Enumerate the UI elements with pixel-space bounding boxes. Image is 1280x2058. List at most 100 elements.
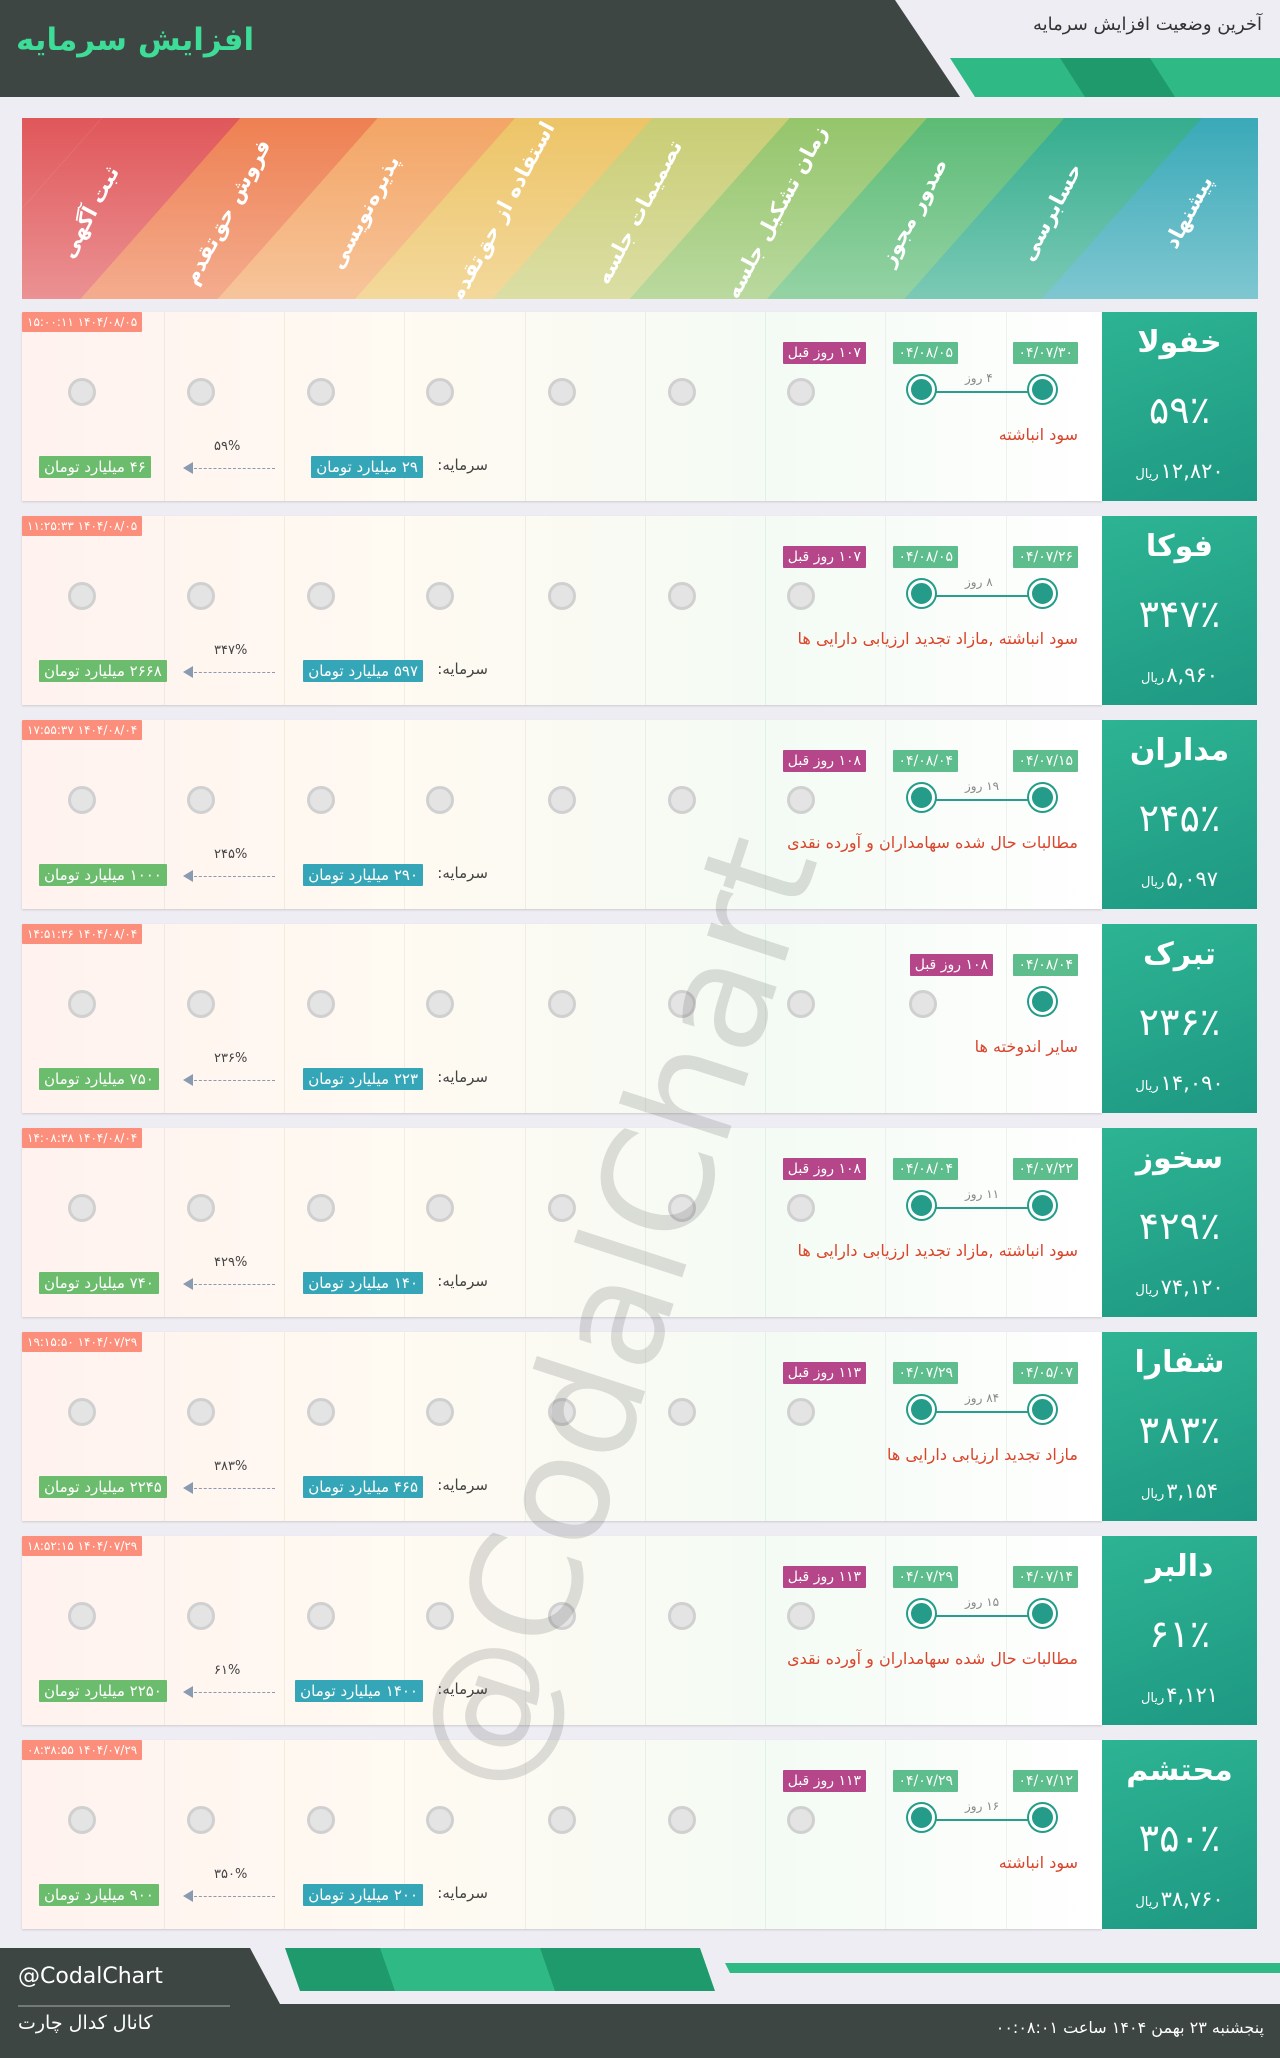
price-unit: ریال	[1135, 467, 1159, 482]
price-row: ۸,۹۶۰ ریال	[1102, 663, 1257, 687]
audit-date: ۰۴/۰۸/۰۵	[893, 546, 958, 568]
stage-dot	[426, 1398, 454, 1426]
stage-column-line	[765, 1332, 766, 1521]
gap-days: ۴ روز	[965, 371, 993, 385]
row: محتشم ۳۵۰٪ ۳۸,۷۶۰ ریال ۱۴۰۴/۰۷/۲۹ ۰۸:۳۸:۵۵ ۰۴…	[22, 1740, 1257, 1929]
stage-column-line	[885, 1740, 886, 1929]
stage-dot	[787, 786, 815, 814]
gap-days: ۱۵ روز	[965, 1595, 1000, 1609]
source: سود انباشته	[998, 1853, 1078, 1872]
capital-arrowhead	[183, 870, 193, 882]
stage-dot	[68, 990, 96, 1018]
price: ۵,۰۹۷	[1166, 867, 1219, 891]
stage-dot-done	[1029, 580, 1056, 607]
stage-dot	[909, 990, 937, 1018]
capital-arrow	[194, 1488, 275, 1489]
stage-column-line	[765, 1128, 766, 1317]
symbol: خفولا	[1137, 325, 1222, 360]
stage-dot	[187, 1194, 215, 1222]
proposal-date: ۰۴/۰۷/۱۵	[1013, 750, 1078, 772]
stage-dot	[426, 990, 454, 1018]
stage-dot	[548, 378, 576, 406]
stage-column-line	[765, 924, 766, 1113]
stage-column-line	[645, 924, 646, 1113]
stage-dot-done	[1029, 1600, 1056, 1627]
stage-column-line	[765, 1536, 766, 1725]
stage-dot	[426, 1194, 454, 1222]
stage-column-line	[765, 720, 766, 909]
stage-dot	[668, 1806, 696, 1834]
symbol: فوکا	[1145, 529, 1214, 564]
audit-date: ۰۴/۰۷/۲۹	[893, 1770, 958, 1792]
price-row: ۴,۱۲۱ ریال	[1102, 1683, 1257, 1707]
stage-column-line	[164, 1740, 165, 1929]
stage-column-line	[525, 516, 526, 705]
proposal-date: ۰۴/۰۵/۰۷	[1013, 1362, 1078, 1384]
increase-percent: ۳۸۳٪	[1138, 1408, 1221, 1452]
stage-dot	[187, 1398, 215, 1426]
stage-column-line	[645, 1536, 646, 1725]
price: ۴,۱۲۱	[1166, 1683, 1219, 1707]
stage-dot	[68, 1194, 96, 1222]
timestamp: ۱۴۰۴/۰۷/۲۹ ۱۸:۵۲:۱۵	[22, 1536, 143, 1556]
source: سود انباشته ,مازاد تجدید ارزیابی دارایی …	[797, 629, 1078, 648]
stage-column-line	[1006, 312, 1007, 501]
stage-dot	[668, 1398, 696, 1426]
stage-dot	[187, 1602, 215, 1630]
capital-arrow	[194, 876, 275, 877]
gap-days: ۱۶ روز	[965, 1799, 1000, 1813]
stage-dot	[68, 1398, 96, 1426]
price-row: ۵,۰۹۷ ریال	[1102, 867, 1257, 891]
stage-column-line	[885, 720, 886, 909]
stage-column-line	[525, 1128, 526, 1317]
audit-date: ۰۴/۰۸/۰۴	[893, 1158, 958, 1180]
increase-percent: ۵۹٪	[1148, 388, 1211, 432]
audit-date: ۰۴/۰۸/۰۵	[893, 342, 958, 364]
source: مطالبات حال شده سهامداران و آورده نقدی	[787, 833, 1078, 852]
row: دالبر ۶۱٪ ۴,۱۲۱ ریال ۱۴۰۴/۰۷/۲۹ ۱۸:۵۲:۱۵ ۰۴/۰…	[22, 1536, 1257, 1725]
stage-column-line	[164, 312, 165, 501]
days-ago: ۱۰۷ روز قبل	[782, 546, 866, 568]
stage-column-line	[284, 1536, 285, 1725]
stage-link	[923, 1615, 1044, 1617]
new-capital: ۷۵۰ میلیارد تومان	[39, 1068, 159, 1090]
timestamp: ۱۴۰۴/۰۸/۰۵ ۱۵:۰۰:۱۱	[22, 312, 143, 332]
footer-date: پنجشنبه ۲۳ بهمن ۱۴۰۴ ساعت ۰۰:۰۸:۰۱	[995, 2018, 1264, 2037]
capital-increase: ۴۲۹%	[214, 1255, 248, 1270]
stage-dot	[548, 990, 576, 1018]
stage-dot-done	[908, 1192, 935, 1219]
capital: ۲۹۰ میلیارد تومان	[303, 864, 423, 886]
price: ۸,۹۶۰	[1166, 663, 1219, 687]
stage-column-line	[1006, 1536, 1007, 1725]
capital: ۱۴۰۰ میلیارد تومان	[295, 1680, 423, 1702]
stage-column-line	[885, 1128, 886, 1317]
stage-link	[923, 391, 1044, 393]
stage-dot	[668, 1194, 696, 1222]
stage-column-line	[645, 1128, 646, 1317]
stage-column-line	[885, 312, 886, 501]
proposal-date: ۰۴/۰۷/۱۲	[1013, 1770, 1078, 1792]
capital-arrow	[194, 1692, 275, 1693]
header-subtitle: آخرین وضعیت افزایش سرمایه	[1033, 14, 1262, 35]
timestamp: ۱۴۰۴/۰۸/۰۴ ۱۴:۵۱:۳۶	[22, 924, 143, 944]
capital-arrowhead	[183, 1278, 193, 1290]
proposal-date: ۰۴/۰۸/۰۴	[1013, 954, 1078, 976]
stage-dot	[426, 582, 454, 610]
row: فوکا ۳۴۷٪ ۸,۹۶۰ ریال ۱۴۰۴/۰۸/۰۵ ۱۱:۲۵:۳۳ ۰۴/۰…	[22, 516, 1257, 705]
stage-column-line	[404, 1128, 405, 1317]
stage-column-line	[645, 1740, 646, 1929]
gap-days: ۱۱ روز	[965, 1187, 1000, 1201]
price-unit: ریال	[1135, 1079, 1159, 1094]
stage-column-line	[885, 516, 886, 705]
stage-column-line	[164, 1536, 165, 1725]
stage-column-line	[645, 1332, 646, 1521]
stage-column-line	[404, 1740, 405, 1929]
footer-channel: کانال کدال چارت	[18, 2012, 153, 2034]
stage-column-line	[885, 924, 886, 1113]
stage-dot	[307, 1806, 335, 1834]
new-capital: ۴۶ میلیارد تومان	[39, 456, 151, 478]
stage-dot-done	[1029, 376, 1056, 403]
capital-arrow	[194, 672, 275, 673]
